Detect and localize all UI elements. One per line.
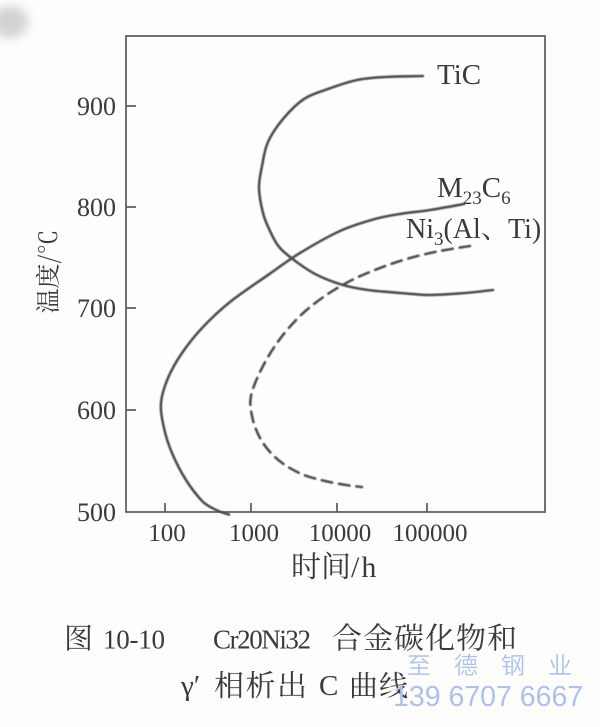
- svg-text:500: 500: [77, 498, 116, 527]
- svg-text:/h: /h: [351, 551, 378, 584]
- svg-text:Ti): Ti): [508, 214, 541, 245]
- svg-text:Ni3(Al: Ni3(Al: [406, 214, 481, 250]
- svg-text:1000: 1000: [229, 520, 279, 547]
- svg-text:Cr20Ni32: Cr20Ni32: [213, 625, 311, 655]
- svg-text:10000: 10000: [309, 520, 372, 547]
- svg-text:10-10: 10-10: [103, 625, 165, 655]
- svg-text:100000: 100000: [393, 520, 468, 547]
- svg-text:800: 800: [77, 193, 116, 222]
- svg-text:M23C6: M23C6: [437, 172, 511, 209]
- svg-text:900: 900: [77, 92, 116, 121]
- svg-text:139 6707 6667: 139 6707 6667: [393, 681, 583, 713]
- svg-text:700: 700: [77, 294, 116, 323]
- svg-text:γ′: γ′: [180, 670, 200, 702]
- svg-text:TiC: TiC: [437, 59, 481, 91]
- svg-text:100: 100: [148, 520, 186, 547]
- svg-text:600: 600: [77, 396, 116, 425]
- svg-text:C: C: [319, 670, 338, 702]
